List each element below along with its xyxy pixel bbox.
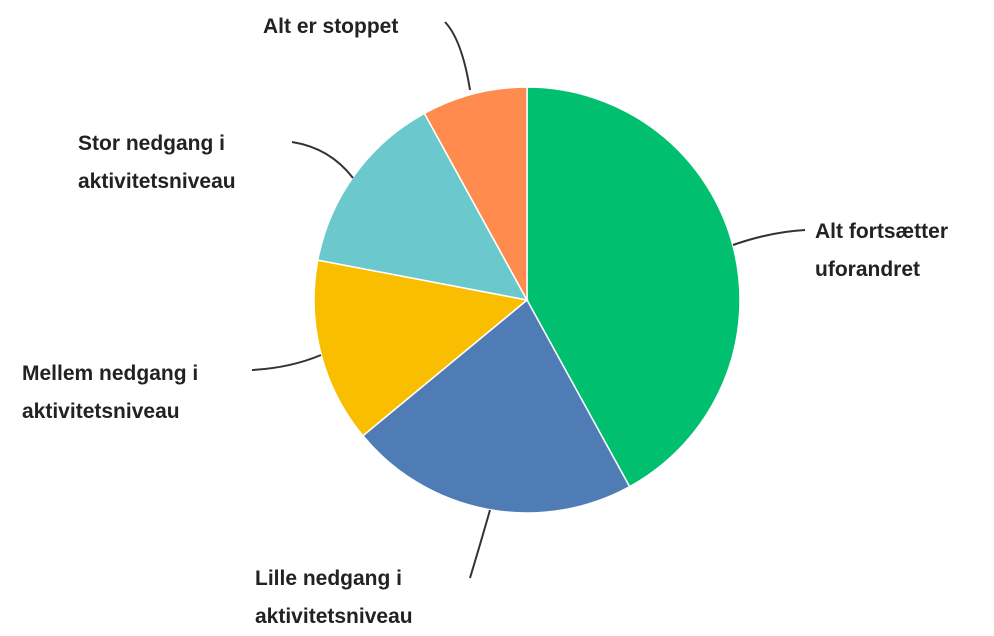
pie-slice	[361, 298, 631, 514]
leader-line	[251, 354, 322, 371]
chart: Alt fortsætter uforandret Lille nedgang i…	[22, 15, 949, 628]
slice-label: Mellem nedgang i aktivitetsniveau	[22, 362, 199, 423]
pie-slice	[316, 112, 529, 302]
slice-label: Lille nedgang i aktivitetsniveau	[255, 567, 413, 628]
slice-label: Alt er stoppet	[263, 15, 399, 38]
slice-label: Alt fortsætter uforandret	[815, 220, 949, 281]
leader-line	[444, 21, 471, 91]
pie-slice	[423, 86, 528, 301]
leader-line	[469, 509, 491, 579]
pie-canvas	[251, 21, 806, 579]
pie-slice	[313, 259, 529, 437]
pie-slice	[526, 86, 741, 488]
leader-line	[291, 141, 354, 179]
slices	[313, 86, 741, 514]
leader-line	[732, 229, 806, 246]
slice-label: Stor nedgang i aktivitetsniveau	[78, 132, 236, 193]
